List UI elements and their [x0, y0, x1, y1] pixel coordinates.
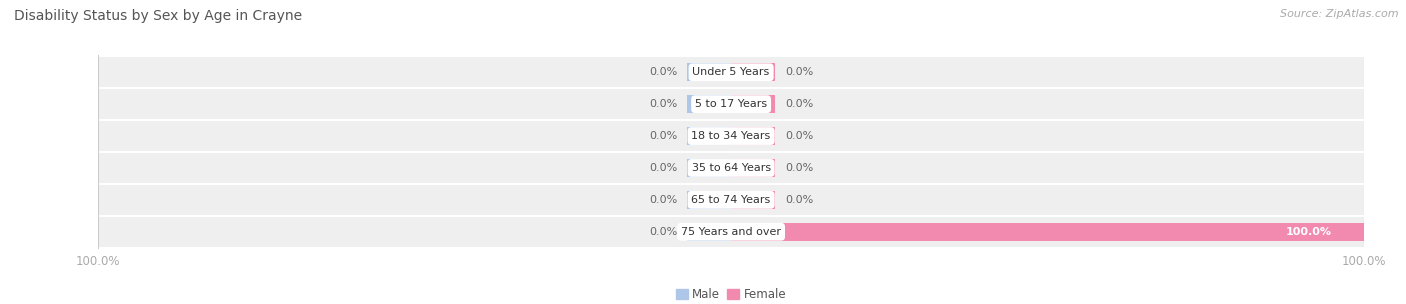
Text: 75 Years and over: 75 Years and over [681, 227, 782, 237]
Text: Under 5 Years: Under 5 Years [693, 67, 769, 77]
Text: 35 to 64 Years: 35 to 64 Years [692, 163, 770, 173]
Bar [98, 56, 1364, 88]
Bar [686, 127, 731, 145]
Bar [731, 223, 1364, 240]
Text: 5 to 17 Years: 5 to 17 Years [695, 99, 768, 109]
Text: 0.0%: 0.0% [650, 131, 678, 141]
Text: 0.0%: 0.0% [785, 163, 813, 173]
Text: 0.0%: 0.0% [650, 195, 678, 205]
Text: 0.0%: 0.0% [650, 227, 678, 237]
Bar [686, 191, 731, 209]
Bar [98, 184, 1364, 216]
Bar [731, 127, 776, 145]
Text: 0.0%: 0.0% [785, 131, 813, 141]
Bar [686, 64, 731, 81]
Text: 0.0%: 0.0% [650, 67, 678, 77]
Text: 0.0%: 0.0% [650, 99, 678, 109]
Bar [731, 95, 776, 113]
Bar [731, 64, 776, 81]
Text: 0.0%: 0.0% [650, 163, 678, 173]
Text: 0.0%: 0.0% [785, 67, 813, 77]
Text: 18 to 34 Years: 18 to 34 Years [692, 131, 770, 141]
Text: 0.0%: 0.0% [785, 195, 813, 205]
Bar [731, 191, 776, 209]
Text: Source: ZipAtlas.com: Source: ZipAtlas.com [1281, 9, 1399, 19]
Bar [98, 88, 1364, 120]
Bar [98, 120, 1364, 152]
Bar [686, 159, 731, 177]
Bar [686, 95, 731, 113]
Bar [98, 216, 1364, 248]
Text: 100.0%: 100.0% [1286, 227, 1333, 237]
Text: 65 to 74 Years: 65 to 74 Years [692, 195, 770, 205]
Legend: Male, Female: Male, Female [671, 283, 792, 304]
Text: 0.0%: 0.0% [785, 99, 813, 109]
Bar [731, 159, 776, 177]
Bar [686, 223, 731, 240]
Bar [98, 152, 1364, 184]
Text: Disability Status by Sex by Age in Crayne: Disability Status by Sex by Age in Crayn… [14, 9, 302, 23]
